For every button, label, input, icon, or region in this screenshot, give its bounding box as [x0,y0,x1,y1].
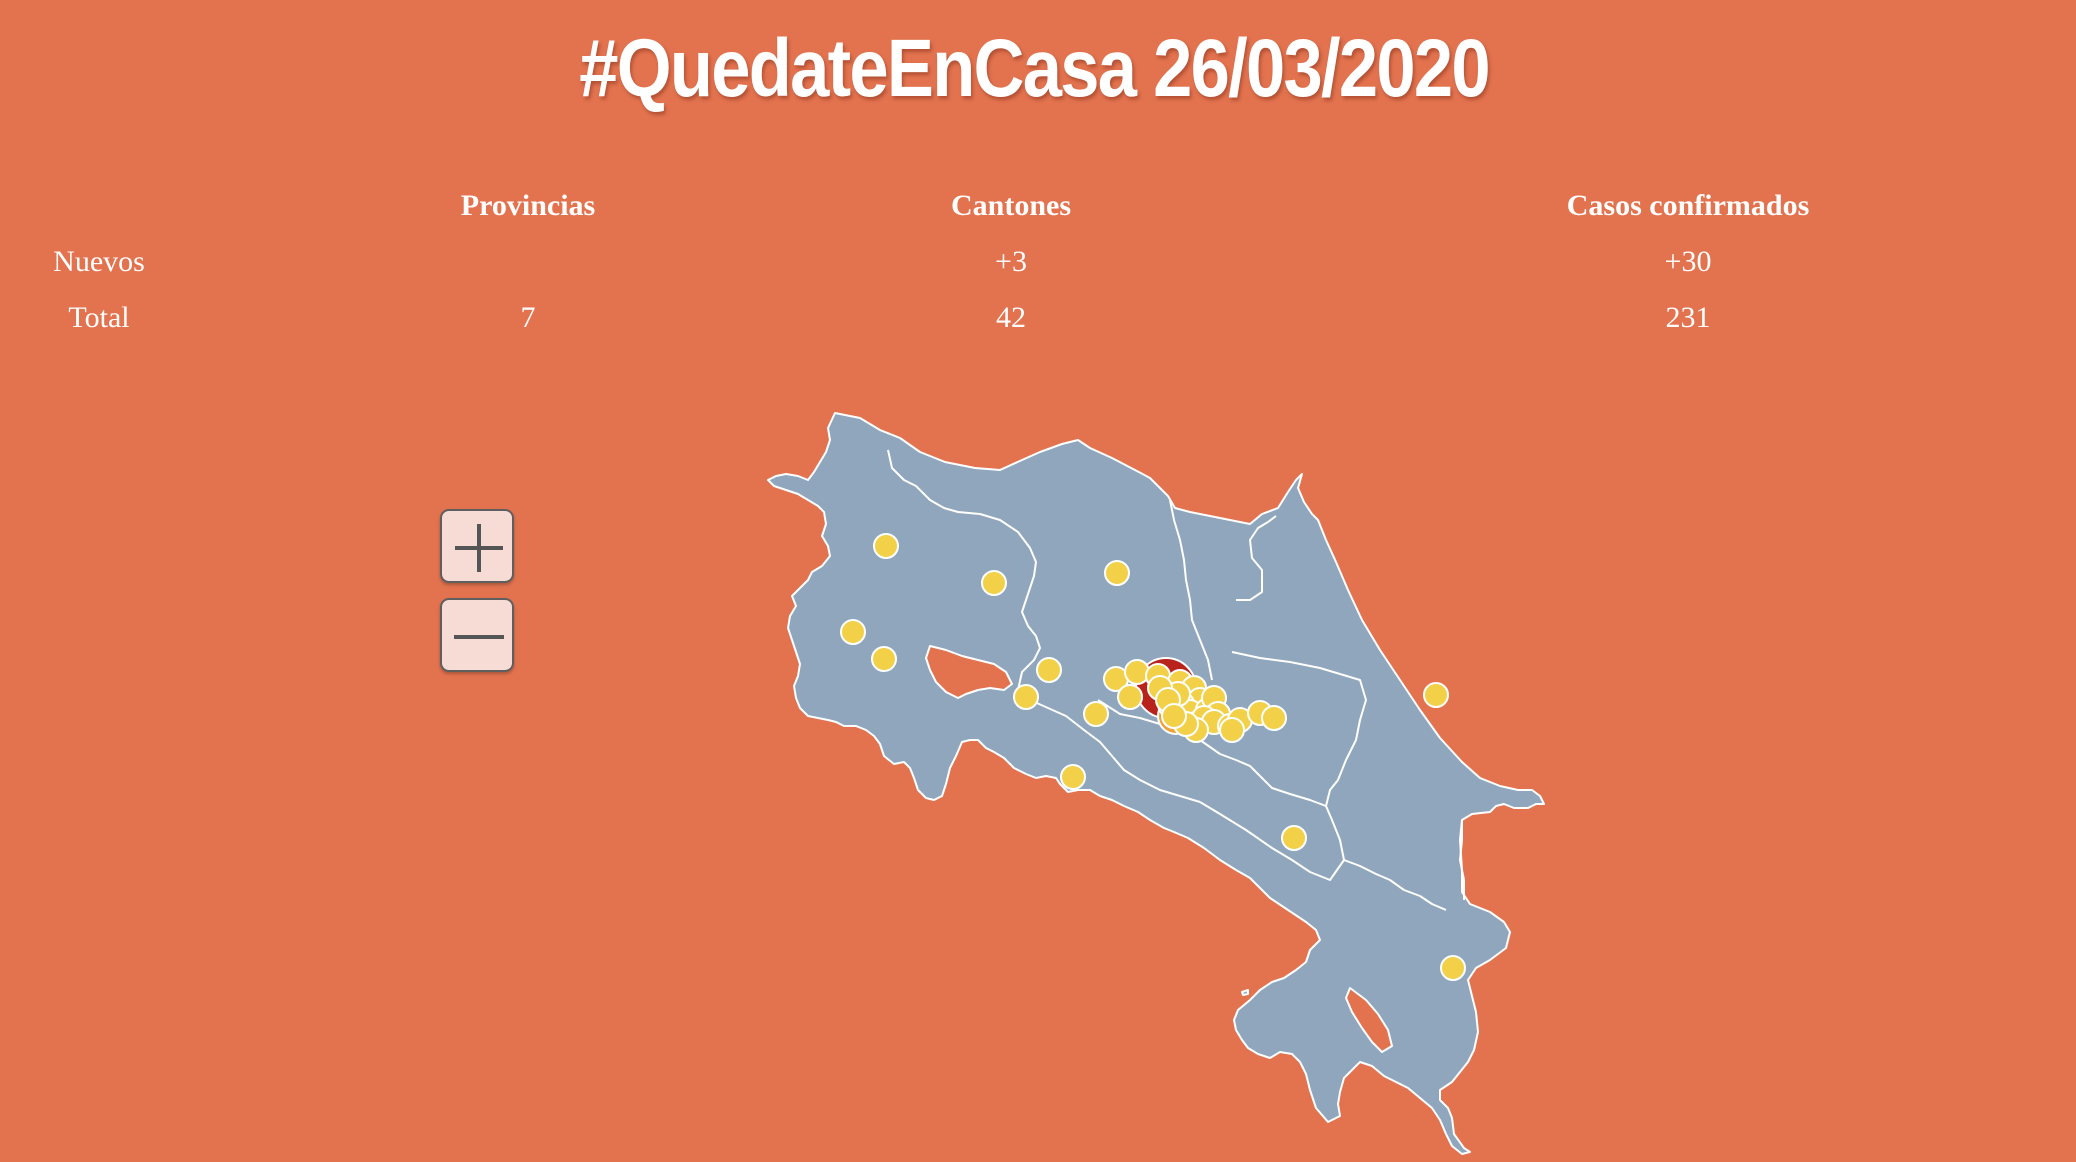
case-marker-low[interactable] [1161,703,1187,729]
header-provincias: Provincias [460,189,596,222]
case-marker-low[interactable] [840,619,866,645]
zoom-out-button[interactable] [440,598,514,672]
row-label-nuevos: Nuevos [53,245,145,278]
total-cantones: 42 [996,301,1026,334]
case-marker-low[interactable] [1281,825,1307,851]
header-casos-confirmados: Casos confirmados [1566,189,1810,222]
case-marker-low[interactable] [1104,560,1130,586]
golfo-dulce [1345,987,1393,1053]
case-marker-low[interactable] [1117,684,1143,710]
case-marker-low[interactable] [981,570,1007,596]
case-marker-low[interactable] [1261,705,1287,731]
case-markers[interactable] [840,533,1466,981]
minus-icon [454,635,504,639]
case-marker-low[interactable] [1036,657,1062,683]
map-land [767,412,1545,1155]
case-marker-low[interactable] [1083,701,1109,727]
total-provincias: 7 [520,301,536,334]
case-marker-low[interactable] [1124,659,1150,685]
total-casos: 231 [1665,301,1711,334]
gulf-of-nicoya [925,645,1013,699]
case-marker-low[interactable] [873,533,899,559]
row-label-total: Total [68,301,130,334]
case-marker-low[interactable] [1219,717,1245,743]
nuevos-casos: +30 [1664,245,1712,278]
case-marker-low[interactable] [1440,955,1466,981]
island-small [1241,989,1249,996]
nuevos-cantones: +3 [995,245,1027,278]
header-cantones: Cantones [950,189,1071,222]
case-marker-low[interactable] [1423,682,1449,708]
province-borders [887,449,1465,911]
case-marker-low[interactable] [1060,764,1086,790]
case-marker-low[interactable] [1013,684,1039,710]
plus-icon [455,524,503,572]
page-title: #QuedateEnCasa 26/03/2020 [579,23,1490,114]
country-outline [767,412,1545,1155]
zoom-in-button[interactable] [440,509,514,583]
case-marker-low[interactable] [871,646,897,672]
